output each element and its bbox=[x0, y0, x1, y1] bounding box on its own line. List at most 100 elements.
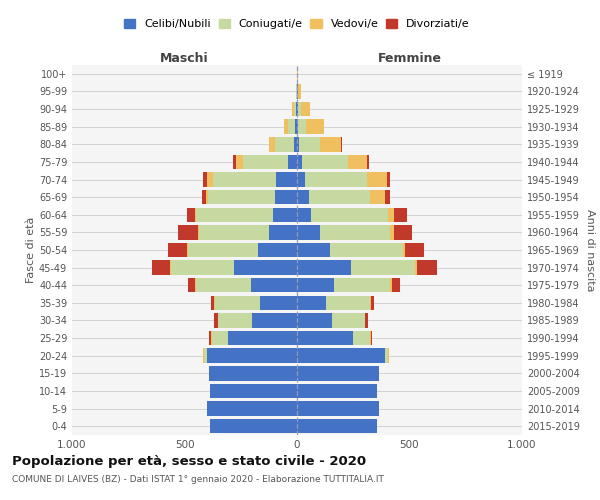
Bar bbox=[297, 278, 334, 292]
Bar bbox=[187, 243, 188, 257]
Bar bbox=[371, 296, 374, 310]
Bar bbox=[288, 154, 297, 169]
Bar bbox=[215, 296, 260, 310]
Bar bbox=[329, 243, 403, 257]
Bar bbox=[297, 260, 351, 275]
Bar bbox=[388, 208, 394, 222]
Bar bbox=[203, 172, 207, 186]
Bar bbox=[298, 120, 306, 134]
Bar bbox=[297, 190, 310, 204]
Text: COMUNE DI LAIVES (BZ) - Dati ISTAT 1° gennaio 2020 - Elaborazione TUTTITALIA.IT: COMUNE DI LAIVES (BZ) - Dati ISTAT 1° ge… bbox=[12, 475, 384, 484]
Bar bbox=[209, 331, 211, 345]
Bar bbox=[207, 172, 212, 186]
Bar bbox=[297, 296, 326, 310]
Bar bbox=[298, 102, 301, 117]
Bar bbox=[298, 84, 301, 98]
Bar bbox=[218, 314, 252, 328]
Bar bbox=[234, 260, 297, 275]
Bar bbox=[208, 190, 275, 204]
Bar bbox=[394, 225, 412, 240]
Text: Maschi: Maschi bbox=[160, 52, 209, 65]
Bar bbox=[385, 190, 390, 204]
Bar bbox=[269, 225, 297, 240]
Bar bbox=[297, 172, 305, 186]
Bar bbox=[417, 260, 437, 275]
Bar bbox=[206, 190, 208, 204]
Text: Femmine: Femmine bbox=[377, 52, 442, 65]
Bar bbox=[295, 120, 297, 134]
Bar bbox=[171, 260, 234, 275]
Bar bbox=[207, 402, 297, 416]
Bar bbox=[294, 102, 296, 117]
Bar bbox=[236, 154, 243, 169]
Bar bbox=[326, 296, 370, 310]
Bar bbox=[252, 314, 297, 328]
Bar bbox=[257, 243, 297, 257]
Bar bbox=[297, 384, 377, 398]
Bar bbox=[297, 225, 320, 240]
Bar bbox=[405, 243, 424, 257]
Text: Popolazione per età, sesso e stato civile - 2020: Popolazione per età, sesso e stato civil… bbox=[12, 455, 366, 468]
Bar bbox=[152, 260, 170, 275]
Bar bbox=[251, 278, 297, 292]
Bar bbox=[370, 190, 385, 204]
Bar bbox=[275, 172, 297, 186]
Bar bbox=[387, 172, 391, 186]
Bar bbox=[296, 102, 297, 117]
Bar bbox=[385, 348, 388, 363]
Bar bbox=[320, 137, 341, 152]
Bar bbox=[351, 260, 415, 275]
Bar bbox=[306, 120, 324, 134]
Bar bbox=[284, 120, 289, 134]
Bar bbox=[301, 102, 310, 117]
Bar bbox=[367, 154, 369, 169]
Bar bbox=[188, 278, 194, 292]
Bar bbox=[275, 190, 297, 204]
Bar bbox=[188, 243, 257, 257]
Bar bbox=[391, 278, 392, 292]
Bar bbox=[341, 137, 342, 152]
Bar bbox=[214, 314, 218, 328]
Bar bbox=[311, 208, 388, 222]
Bar bbox=[211, 384, 297, 398]
Bar bbox=[211, 419, 297, 434]
Bar bbox=[297, 419, 377, 434]
Legend: Celibi/Nubili, Coniugati/e, Vedovi/e, Divorziati/e: Celibi/Nubili, Coniugati/e, Vedovi/e, Di… bbox=[124, 19, 470, 29]
Bar bbox=[203, 348, 207, 363]
Bar bbox=[297, 208, 311, 222]
Bar bbox=[297, 402, 379, 416]
Bar bbox=[212, 331, 229, 345]
Bar bbox=[297, 137, 299, 152]
Bar bbox=[209, 366, 297, 380]
Bar bbox=[293, 137, 297, 152]
Bar bbox=[170, 260, 171, 275]
Bar bbox=[347, 154, 367, 169]
Bar bbox=[365, 314, 368, 328]
Bar bbox=[178, 225, 198, 240]
Bar bbox=[196, 278, 251, 292]
Bar bbox=[243, 154, 288, 169]
Bar bbox=[269, 137, 275, 152]
Bar bbox=[334, 278, 391, 292]
Bar bbox=[212, 172, 275, 186]
Bar bbox=[297, 120, 298, 134]
Y-axis label: Fasce di età: Fasce di età bbox=[26, 217, 36, 283]
Bar bbox=[289, 120, 295, 134]
Bar bbox=[196, 208, 274, 222]
Bar bbox=[297, 314, 332, 328]
Bar bbox=[299, 137, 320, 152]
Bar bbox=[297, 366, 379, 380]
Bar bbox=[274, 208, 297, 222]
Bar bbox=[392, 278, 400, 292]
Bar bbox=[391, 225, 394, 240]
Bar bbox=[332, 314, 365, 328]
Bar bbox=[211, 296, 214, 310]
Bar bbox=[371, 331, 373, 345]
Bar bbox=[275, 137, 293, 152]
Bar bbox=[320, 225, 391, 240]
Bar bbox=[194, 278, 196, 292]
Bar bbox=[187, 208, 194, 222]
Bar bbox=[297, 102, 298, 117]
Y-axis label: Anni di nascita: Anni di nascita bbox=[585, 209, 595, 291]
Bar bbox=[394, 208, 407, 222]
